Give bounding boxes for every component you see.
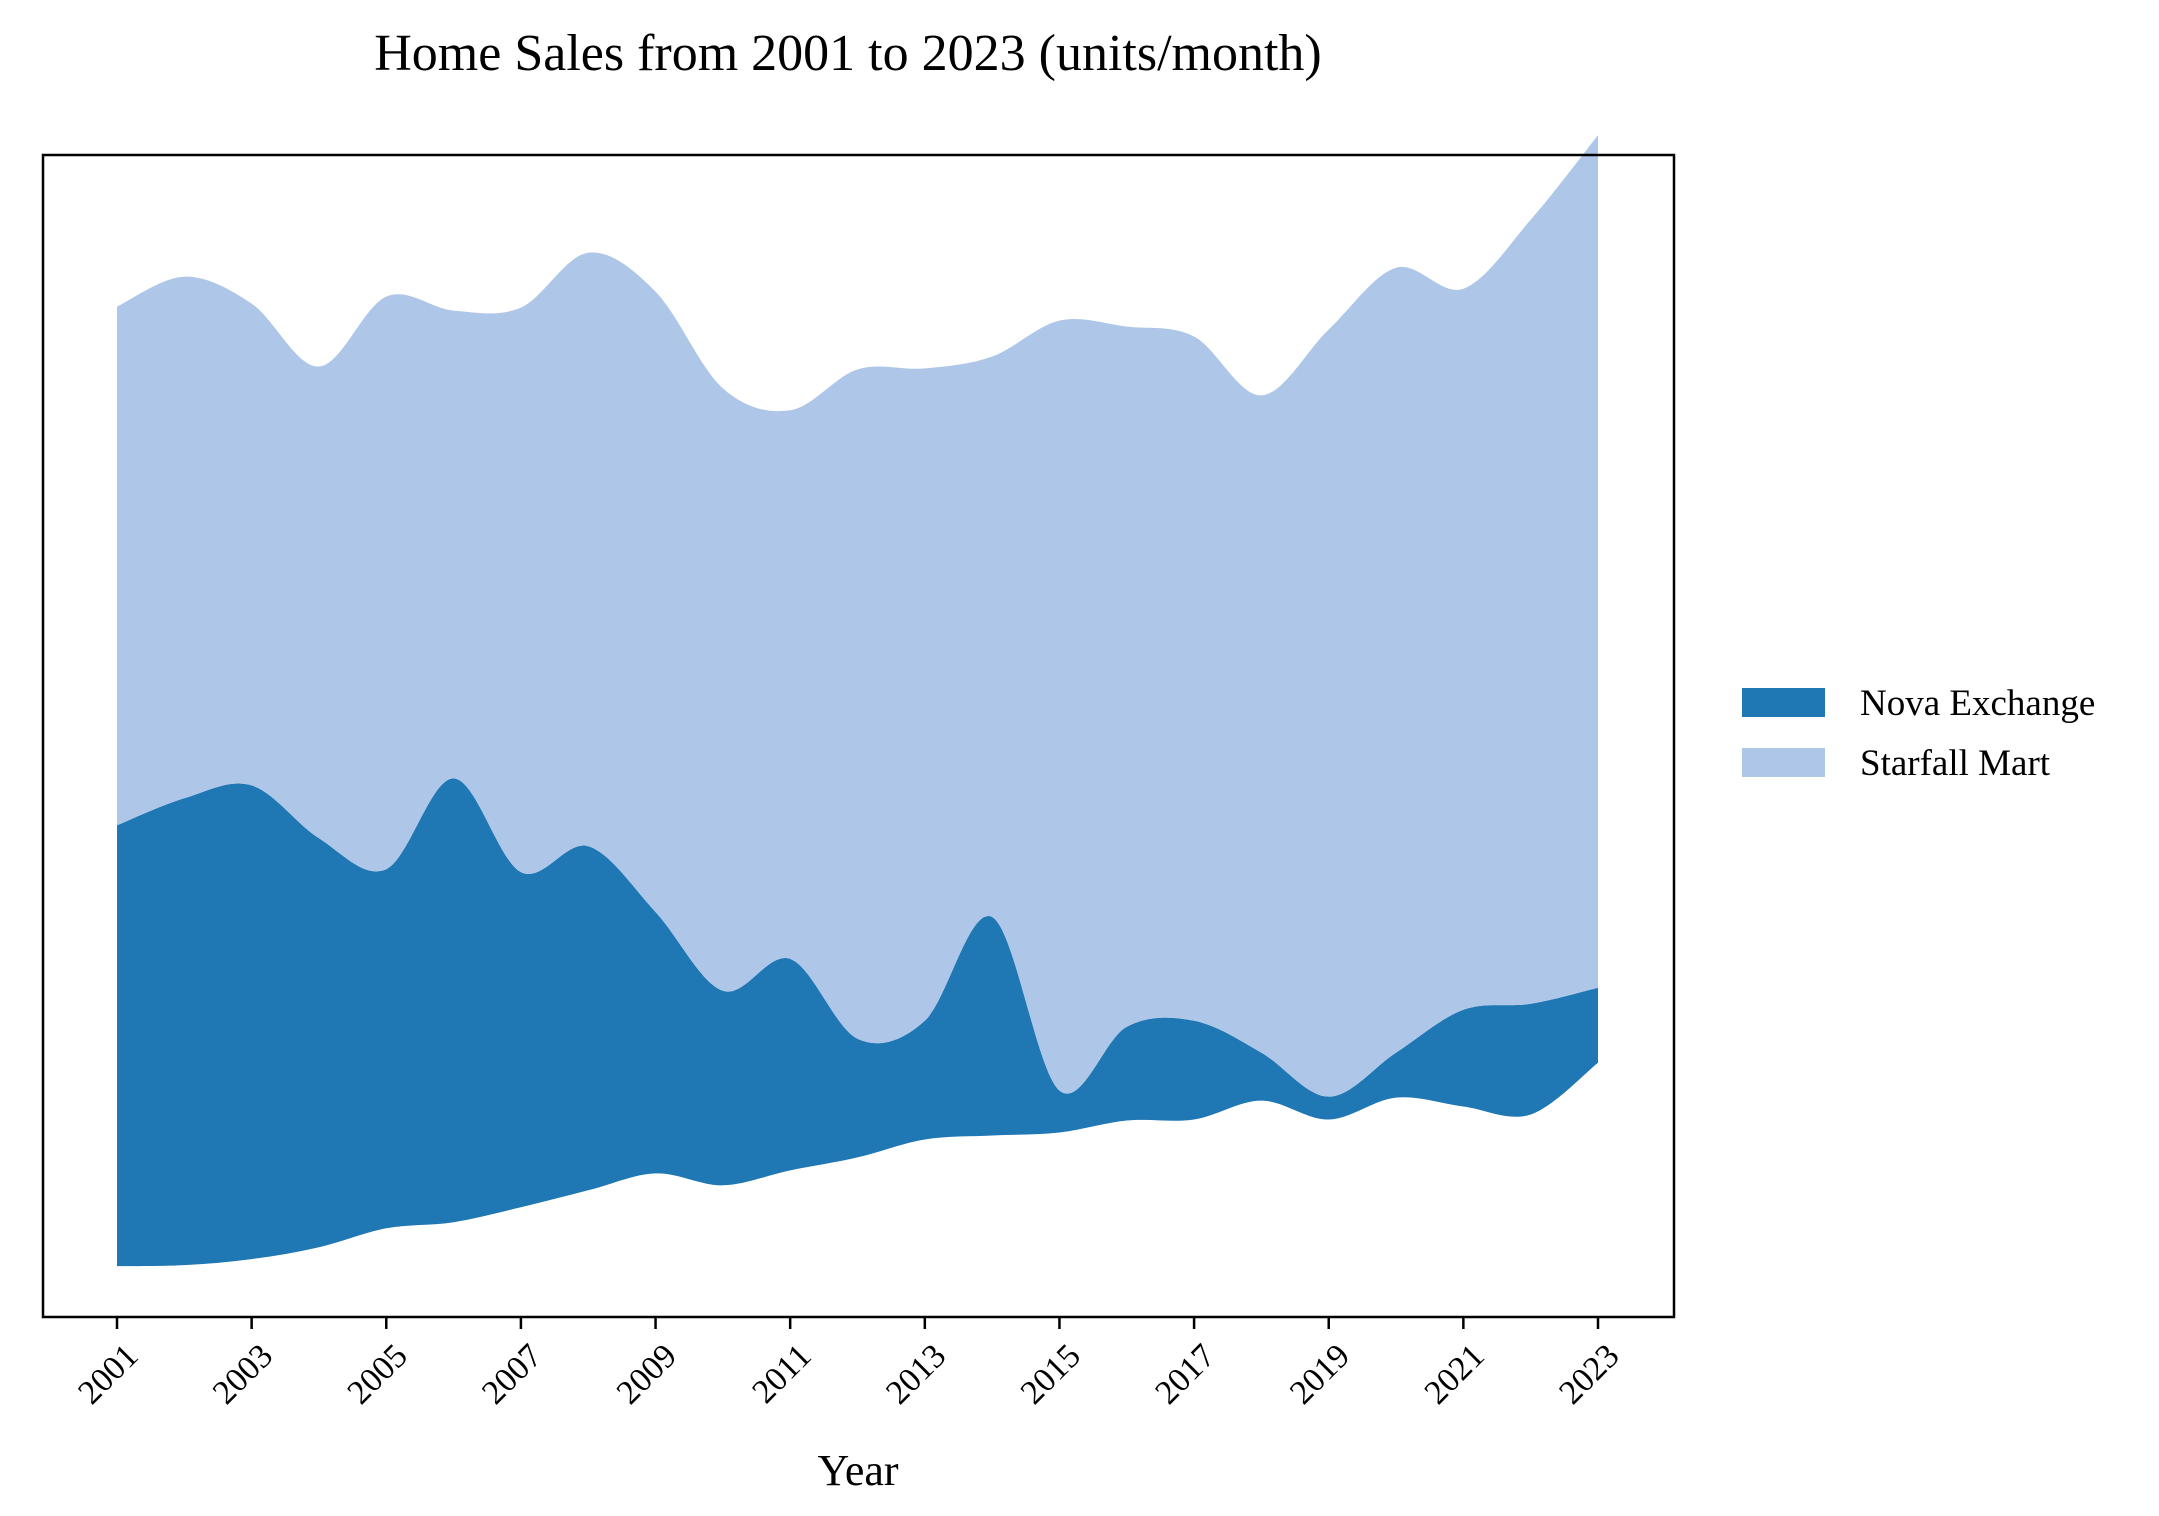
- x-tick-label: 2007: [475, 1337, 549, 1411]
- x-tick-label: 2001: [71, 1337, 145, 1411]
- x-tick-label: 2023: [1552, 1337, 1626, 1411]
- area-nova-exchange: [117, 778, 1598, 1267]
- x-tick-label: 2009: [610, 1337, 684, 1411]
- x-tick-label: 2017: [1148, 1337, 1222, 1411]
- plot-frame: [41, 153, 1676, 1319]
- legend: Nova Exchange Starfall Mart: [1742, 683, 2095, 784]
- stream-areas: [117, 135, 1598, 1267]
- legend-swatch: [1742, 748, 1825, 777]
- legend-swatch: [1742, 688, 1825, 717]
- x-tick-label: 2005: [341, 1337, 415, 1411]
- x-tick-label: 2013: [879, 1337, 953, 1411]
- x-tick-label: 2021: [1418, 1337, 1492, 1411]
- x-axis-ticks: 2001 2003 2005 2007 2009 2011 2013 2015 2017 2019…: [71, 1317, 1626, 1412]
- legend-label: Starfall Mart: [1860, 743, 2051, 784]
- area-starfall-mart: [117, 135, 1598, 1097]
- x-tick-label: 2019: [1283, 1337, 1357, 1411]
- x-tick-label: 2011: [745, 1337, 818, 1410]
- legend-label: Nova Exchange: [1860, 683, 2095, 724]
- x-tick-label: 2015: [1014, 1337, 1088, 1411]
- x-tick-label: 2003: [206, 1337, 280, 1411]
- x-axis-label: Year: [817, 1446, 898, 1495]
- chart-title: Home Sales from 2001 to 2023 (units/mont…: [374, 25, 1321, 82]
